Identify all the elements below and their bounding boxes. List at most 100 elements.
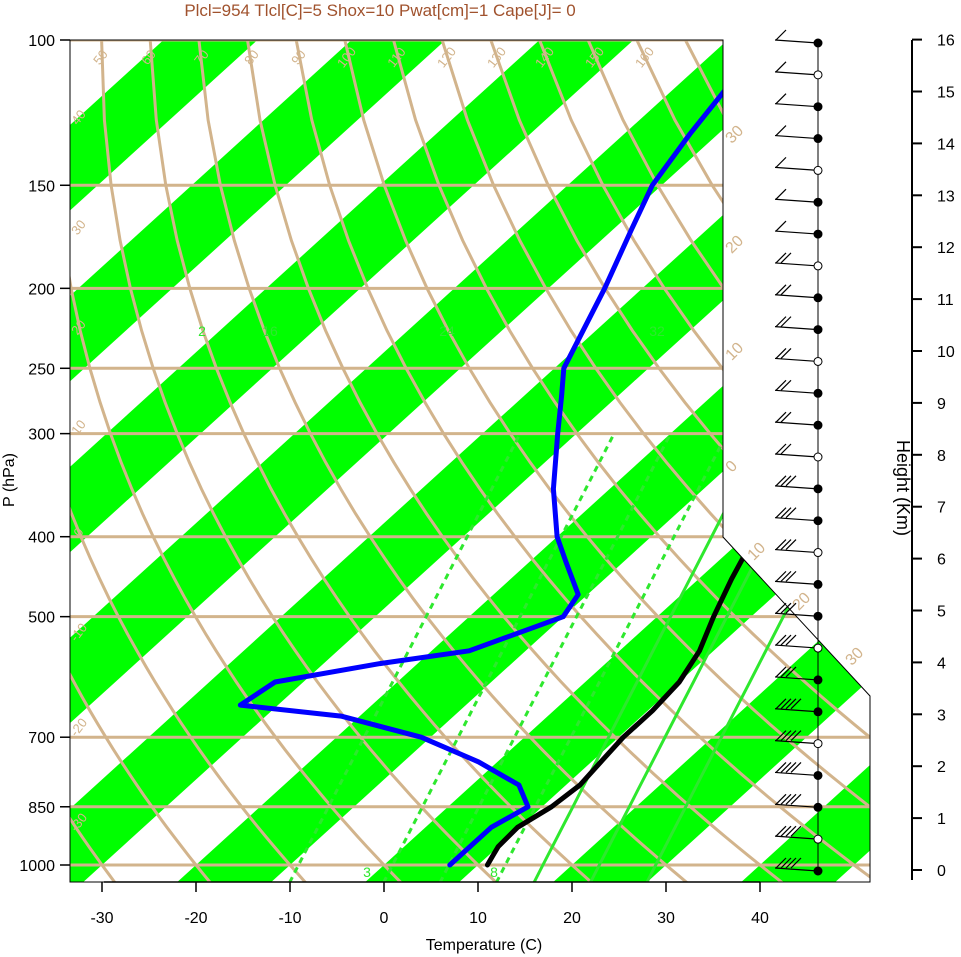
wind-barb-flag: [775, 539, 787, 550]
wind-barb: [774, 294, 819, 299]
height-tick-label: 9: [937, 396, 946, 413]
isotherm-band: [365, 40, 870, 882]
wind-barb: [774, 103, 819, 108]
wind-barb-flag: [785, 793, 797, 805]
dry-adiabat: [880, 40, 961, 883]
dry-adiabat: [70, 40, 117, 882]
wind-barb-flag: [790, 698, 802, 710]
wind-barb-flag: [785, 475, 797, 487]
wind-barb: [774, 166, 819, 171]
wind-station-dot: [813, 293, 823, 303]
wind-barb-flag: [785, 857, 797, 869]
wind-barb: [774, 71, 819, 76]
wind-barb-flag: [785, 602, 797, 614]
wind-station-dot: [813, 770, 823, 780]
wind-station-dot: [813, 611, 823, 621]
wind-barb-flag: [775, 793, 787, 805]
dry-adiabat: [70, 40, 402, 882]
mixing-ratio-line: [382, 432, 616, 882]
wind-station-dot: [813, 134, 823, 144]
wind-barb: [774, 867, 819, 872]
wind-barb: [774, 771, 819, 777]
wind-barb: [774, 835, 819, 840]
y-tick-label: 850: [28, 800, 55, 817]
wind-station-dot: [813, 197, 823, 207]
wind-barb-flag: [775, 379, 787, 391]
wind-barb-flag: [775, 348, 787, 359]
dry-adiabat-label: 0: [723, 458, 741, 476]
wind-station-dot: [813, 70, 823, 80]
x-tick-label: 10: [469, 910, 487, 927]
isotherm-band: [553, 40, 870, 882]
wind-barb: [774, 453, 819, 458]
wind-barb-flag: [775, 762, 787, 773]
height-tick-label: 4: [937, 655, 946, 672]
height-tick-label: 11: [937, 292, 954, 309]
height-tick-label: 7: [937, 500, 946, 517]
x-tick-label: 0: [380, 910, 389, 927]
wind-station-dot: [813, 356, 823, 366]
mixing-ratio-line: [438, 432, 672, 882]
y-tick-label: 1000: [19, 858, 55, 875]
mixing-ratio-line: [532, 432, 766, 882]
mixing-ratio-line: [495, 432, 729, 882]
height-tick-label: 14: [937, 136, 955, 153]
wind-barb-flag: [780, 602, 792, 614]
x-axis: -30 -20 -10 0 10 20 30 40: [90, 881, 769, 927]
wind-barb: [774, 548, 819, 554]
height-tick-label: 16: [937, 33, 955, 50]
wind-barb-flag: [780, 666, 792, 678]
wind-barb-flag: [775, 570, 787, 582]
wind-barb-flag: [790, 825, 802, 837]
wind-barb: [774, 389, 819, 394]
height-tick-label: 1: [937, 811, 946, 828]
wind-barb-flag: [775, 730, 787, 742]
height-tick-label: 5: [937, 604, 946, 621]
wind-barb-flag: [785, 570, 797, 582]
wind-barb-flag: [790, 730, 802, 742]
wind-barb-flag: [775, 220, 787, 232]
height-tick-label: 2: [937, 759, 946, 776]
mixing-ratio-label: 3: [363, 864, 371, 880]
wind-station-dot: [813, 452, 823, 462]
wind-barb-flag: [780, 539, 792, 550]
wind-barb-flag: [775, 284, 787, 296]
height-tick-label: 3: [937, 707, 946, 724]
wind-station-dot: [813, 548, 823, 558]
dry-adiabat-label: 20: [723, 232, 748, 257]
wind-station-dot: [813, 165, 823, 175]
wind-barb-flag: [790, 762, 802, 773]
dry-adiabat-label: 30: [723, 122, 748, 147]
wind-barb: [774, 134, 819, 140]
isotherm-band: [177, 40, 870, 882]
wind-barb: [774, 676, 819, 681]
wind-barb-flag: [775, 61, 787, 73]
wind-barb: [774, 644, 819, 649]
height-tick-label: 10: [937, 344, 955, 361]
wind-barb-flag: [775, 188, 787, 200]
wind-barb-flag: [775, 602, 787, 614]
wind-barb: [774, 39, 819, 44]
wind-barb-flag: [775, 29, 787, 41]
wind-barb-column: [774, 29, 823, 876]
y-tick-label: 400: [28, 530, 55, 547]
wind-station-dot: [813, 579, 823, 589]
wind-station-dot: [813, 643, 823, 653]
wind-barb-flag: [785, 507, 797, 519]
chart-title: Plcl=954 Tlcl[C]=5 Shox=10 Pwat[cm]=1 Ca…: [184, 1, 575, 20]
y-tick-label: 500: [28, 610, 55, 627]
mixing-ratio-label: 8: [490, 864, 498, 880]
wind-station-dot: [813, 516, 823, 526]
wind-barb-flag: [775, 825, 787, 837]
dry-adiabat: [392, 40, 870, 882]
wind-barb: [774, 612, 819, 617]
wind-barb-flag: [775, 156, 787, 168]
wind-barb-flag: [775, 666, 787, 678]
wind-barb-flag: [785, 730, 797, 742]
wind-barb-flag: [780, 698, 792, 710]
dry-adiabat: [100, 40, 498, 882]
height-axis-title: Height (Km): [893, 440, 913, 536]
plot-border: [69, 39, 871, 883]
wind-barb-flag: [780, 475, 792, 487]
